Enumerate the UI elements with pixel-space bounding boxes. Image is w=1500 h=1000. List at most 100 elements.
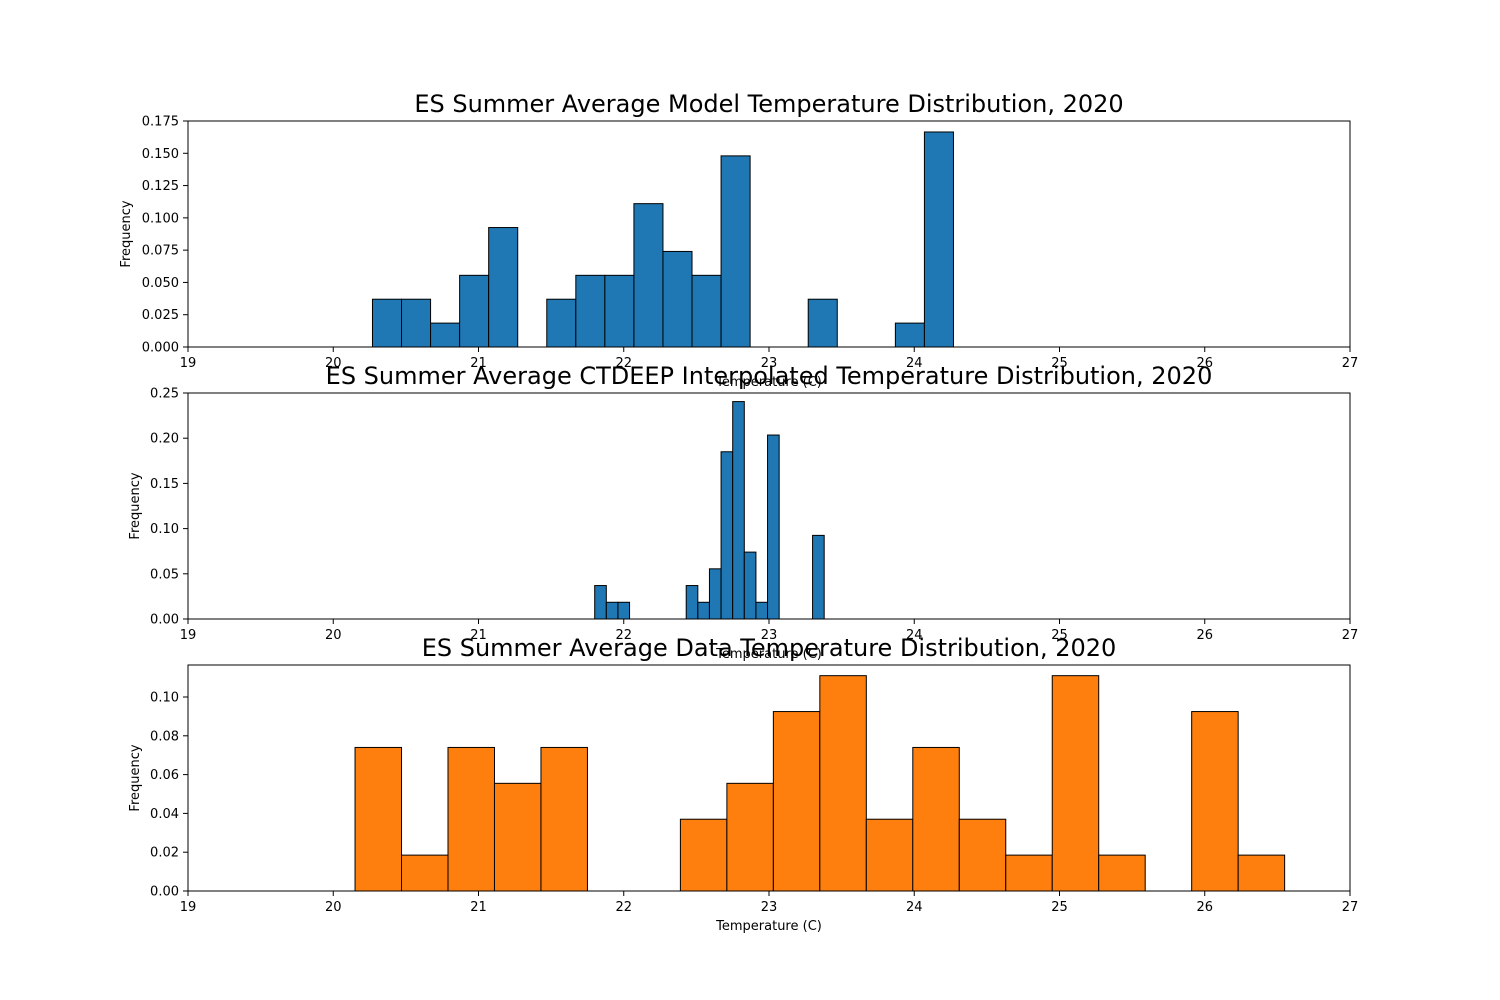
y-tick-label: 0.000 xyxy=(142,341,179,356)
histogram-panel-2: 19 20 21 22 23 24 25 26 27 0.00 0.05 0.10 0.15 0.20 0.… xyxy=(128,362,1358,662)
x-tick-label: 21 xyxy=(470,628,487,643)
x-tick-label: 25 xyxy=(1051,900,1068,915)
histogram-bar xyxy=(1237,854,1286,892)
histogram-bar xyxy=(371,298,403,348)
x-tick-label: 25 xyxy=(1051,628,1068,643)
y-tick-label: 0.08 xyxy=(150,729,179,744)
y-tick-label: 0.025 xyxy=(142,308,179,323)
x-tick-label: 24 xyxy=(906,628,923,643)
x-tick-label: 21 xyxy=(470,356,487,371)
x-tick-label: 21 xyxy=(470,900,487,915)
y-tick-label: 0.075 xyxy=(142,244,179,259)
histogram-bar xyxy=(755,601,769,620)
y-tick-label: 0.05 xyxy=(150,567,179,582)
x-tick-label: 22 xyxy=(615,628,632,643)
chart-title: ES Summer Average Model Temperature Dist… xyxy=(414,90,1123,118)
histogram-bar xyxy=(767,434,780,620)
histogram-bar xyxy=(354,746,403,892)
x-tick-label: 23 xyxy=(761,900,778,915)
histogram-bar xyxy=(401,854,449,892)
y-tick-label: 0.20 xyxy=(150,432,179,447)
x-tick-label: 20 xyxy=(325,900,342,915)
histogram-bar xyxy=(685,585,699,620)
histogram-bar xyxy=(459,274,490,348)
x-tick-label: 26 xyxy=(1196,900,1213,915)
x-axis-label: Temperature (C) xyxy=(715,375,822,390)
x-tick-label: 20 xyxy=(325,356,342,371)
y-tick-label: 0.15 xyxy=(150,477,179,492)
y-tick-label: 0.125 xyxy=(142,179,179,194)
x-tick-label: 19 xyxy=(180,900,197,915)
histogram-bar xyxy=(493,782,542,892)
histogram-bar xyxy=(865,818,914,892)
y-tick-label: 0.00 xyxy=(150,613,179,628)
y-axis-label: Frequency xyxy=(119,200,134,267)
y-tick-label: 0.150 xyxy=(142,147,179,162)
x-tick-label: 22 xyxy=(615,900,632,915)
histogram-bar xyxy=(697,601,710,620)
histogram-bar xyxy=(1005,854,1053,892)
y-tick-label: 0.00 xyxy=(150,885,179,900)
x-tick-label: 23 xyxy=(761,356,778,371)
histogram-panel-3: 19 20 21 22 23 24 25 26 27 0.00 0.02 0.04 0.06 0.08 0.… xyxy=(128,634,1358,934)
histogram-bar xyxy=(1191,711,1239,892)
y-axis-label: Frequency xyxy=(128,744,143,811)
histogram-bar xyxy=(743,551,757,620)
chart-title: ES Summer Average CTDEEP Interpolated Te… xyxy=(326,362,1213,390)
histogram-bar xyxy=(708,568,722,620)
x-tick-label: 27 xyxy=(1342,628,1359,643)
histogram-bar xyxy=(546,298,577,348)
histogram-bar xyxy=(691,274,722,348)
histogram-panel-1: 19 20 21 22 23 24 25 26 27 0.000 0.025 0.050 0.075 0.… xyxy=(119,90,1358,390)
histogram-bar xyxy=(726,782,774,892)
histogram-bar xyxy=(812,534,825,620)
chart-title: ES Summer Average Data Temperature Distr… xyxy=(422,634,1117,662)
x-tick-label: 27 xyxy=(1342,900,1359,915)
histogram-bar xyxy=(894,322,925,348)
x-tick-label: 20 xyxy=(325,628,342,643)
histogram-bar xyxy=(594,585,607,620)
y-tick-label: 0.10 xyxy=(150,691,179,706)
histogram-bar xyxy=(488,227,519,348)
y-tick-label: 0.050 xyxy=(142,276,179,291)
x-tick-label: 19 xyxy=(180,628,197,643)
histogram-bar xyxy=(720,155,751,348)
x-axis-label: Temperature (C) xyxy=(715,647,822,662)
histogram-bar xyxy=(912,746,960,892)
x-tick-label: 26 xyxy=(1196,356,1213,371)
histogram-bar xyxy=(772,711,821,892)
histogram-bar xyxy=(430,322,461,348)
x-tick-label: 26 xyxy=(1196,628,1213,643)
x-tick-label: 25 xyxy=(1051,356,1068,371)
histogram-bar xyxy=(633,203,664,348)
histogram-bar xyxy=(617,601,631,620)
histogram-bar xyxy=(604,274,635,348)
x-tick-label: 27 xyxy=(1342,356,1359,371)
y-tick-label: 0.04 xyxy=(150,807,179,822)
histogram-bar xyxy=(605,601,619,620)
y-tick-label: 0.25 xyxy=(150,387,179,402)
histogram-bar xyxy=(819,675,867,892)
y-tick-label: 0.175 xyxy=(142,115,179,130)
x-tick-label: 24 xyxy=(906,356,923,371)
y-tick-label: 0.02 xyxy=(150,846,179,861)
histogram-bar xyxy=(807,298,838,348)
histogram-bar xyxy=(720,451,734,620)
histogram-bar xyxy=(662,250,693,348)
x-tick-label: 22 xyxy=(615,356,632,371)
histogram-bar xyxy=(679,818,728,892)
histogram-bar xyxy=(447,746,495,892)
histogram-bar xyxy=(540,746,588,892)
histogram-bar xyxy=(958,818,1007,892)
histogram-bar xyxy=(923,131,954,348)
x-tick-label: 19 xyxy=(180,356,197,371)
histogram-bar xyxy=(1051,675,1100,892)
y-tick-label: 0.100 xyxy=(142,211,179,226)
histogram-bar xyxy=(1098,854,1146,892)
histogram-bar xyxy=(732,401,745,620)
x-axis-label: Temperature (C) xyxy=(715,919,822,934)
histogram-bar xyxy=(401,298,432,348)
y-axis-label: Frequency xyxy=(128,472,143,539)
x-tick-label: 23 xyxy=(761,628,778,643)
